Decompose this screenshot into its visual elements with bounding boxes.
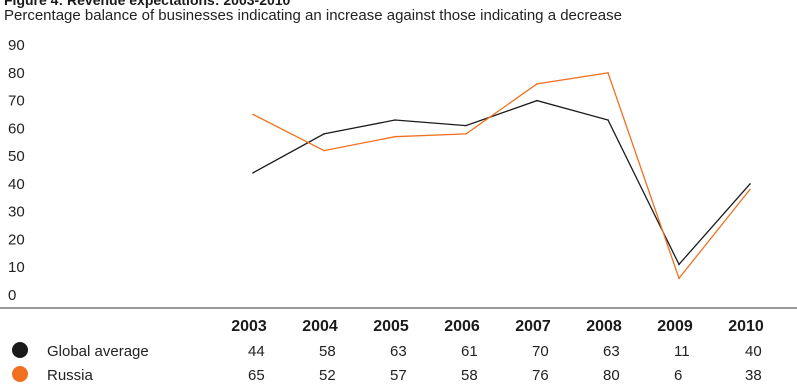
x-tick-label: 2007 — [515, 318, 551, 335]
y-tick-label: 80 — [8, 65, 25, 82]
x-tick-label: 2003 — [231, 318, 267, 335]
data-point — [252, 113, 254, 116]
x-tick-label: 2005 — [373, 318, 409, 335]
y-tick-label: 30 — [8, 204, 25, 221]
data-point — [323, 133, 325, 135]
data-point — [465, 133, 467, 135]
x-tick-label: 2010 — [728, 318, 764, 335]
y-tick-label: 60 — [8, 120, 25, 137]
data-label: 63 — [603, 343, 620, 360]
data-label: 11 — [674, 343, 690, 360]
legend-marker — [12, 366, 28, 382]
data-point — [607, 119, 609, 121]
data-point — [749, 183, 751, 185]
legend-label: Russia — [47, 367, 94, 384]
y-tick-label: 90 — [8, 37, 25, 54]
y-tick-label: 40 — [8, 176, 25, 193]
series-lines — [252, 71, 751, 280]
data-point — [465, 124, 467, 127]
data-label: 61 — [461, 343, 478, 360]
data-point — [394, 119, 396, 121]
data-label: 6 — [674, 367, 682, 384]
x-tick-label: 2004 — [302, 318, 338, 335]
data-point — [536, 99, 538, 102]
data-label: 76 — [532, 367, 549, 384]
y-axis-ticks: 0 10 20 30 40 50 60 70 80 90 — [8, 37, 25, 304]
x-tick-label: 2006 — [444, 318, 480, 335]
chart-subtitle: Percentage balance of businesses indicat… — [4, 7, 622, 24]
y-tick-label: 70 — [8, 93, 25, 110]
data-point — [323, 149, 325, 152]
data-point — [678, 277, 680, 280]
x-tick-label: 2008 — [586, 318, 622, 335]
data-label: 57 — [390, 367, 407, 384]
legend-marker — [12, 342, 28, 358]
data-label: 65 — [248, 367, 265, 384]
data-label: 63 — [390, 343, 407, 360]
data-label: 58 — [319, 343, 336, 360]
y-tick-label: 0 — [8, 287, 16, 304]
data-label: 38 — [745, 367, 762, 384]
data-point — [536, 83, 538, 85]
data-table: 2003 2004 2005 2006 2007 2008 2009 2010 Global a… — [12, 318, 764, 384]
data-point — [607, 71, 609, 74]
data-label: 80 — [603, 367, 620, 384]
y-tick-label: 20 — [8, 231, 25, 248]
legend-label: Global average — [47, 343, 149, 360]
series-line — [252, 72, 751, 280]
data-label: 40 — [745, 343, 762, 360]
y-tick-label: 10 — [8, 259, 25, 276]
y-tick-label: 50 — [8, 148, 25, 165]
data-label: 70 — [532, 343, 549, 360]
chart-title: Figure 4: Revenue expectations: 2003-201… — [4, 0, 291, 8]
data-label: 44 — [248, 343, 265, 360]
data-point — [252, 171, 254, 174]
data-label: 52 — [319, 367, 336, 384]
data-point — [394, 135, 396, 138]
data-point — [749, 188, 751, 191]
data-label: 58 — [461, 367, 478, 384]
series-line — [252, 99, 751, 266]
x-tick-label: 2009 — [657, 318, 693, 335]
data-point — [678, 263, 680, 266]
